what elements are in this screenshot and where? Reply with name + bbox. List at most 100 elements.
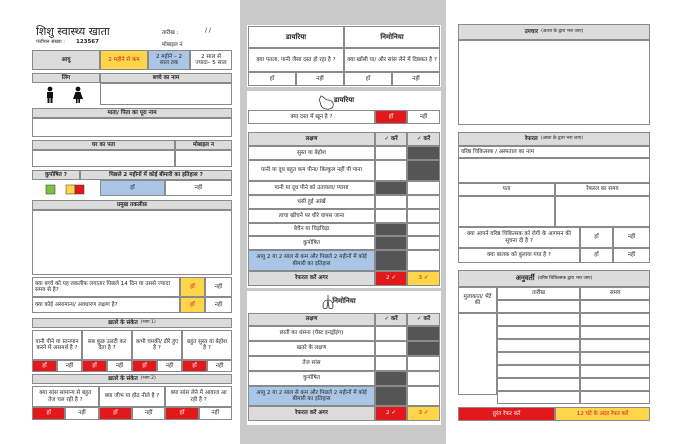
cell: घर का पता <box>32 140 175 150</box>
cell: हाँ <box>98 407 132 420</box>
cell: नहीं <box>107 360 132 372</box>
cell <box>407 371 440 386</box>
cell <box>407 160 440 181</box>
cell: नहीं <box>165 180 232 196</box>
cell: हाँ <box>180 277 205 297</box>
cell <box>580 352 650 365</box>
cell: ✓ करें <box>407 313 440 326</box>
cell <box>580 326 650 339</box>
label-part: (भाग 1) <box>140 320 156 326</box>
label-part: ख़तरे के संकेत <box>108 319 138 326</box>
label-part: अनुवर्ती <box>515 274 535 283</box>
label-part: उपचार <box>524 28 539 35</box>
cell: क्या पतला, पानी जैसा दस्त हो रहा है ? <box>248 48 344 72</box>
cell <box>375 160 407 181</box>
cell <box>497 391 580 404</box>
cell: नहीं <box>205 297 232 313</box>
cell: तेज सांस <box>248 356 375 371</box>
cell: रेफरल (आशा के द्वारा भरा जाए) <box>458 132 650 146</box>
cell <box>32 83 100 105</box>
cell: क्या बच्चे को यह तकलीफ लगातार पिछले 14 द… <box>32 277 180 297</box>
cell: लक्षण <box>248 313 375 326</box>
legend-item: 12 घंटे के अंदर रेफर करें <box>555 407 650 421</box>
cell: क्या जीभ या होठ नीले है ? <box>98 386 166 407</box>
label-part: रेफरल <box>525 135 538 142</box>
cell: निमोनिया <box>344 26 440 48</box>
cell <box>497 365 580 378</box>
cell: हाँ <box>165 407 199 420</box>
cell <box>375 356 407 371</box>
girl-icon <box>73 86 83 103</box>
cell: नहीं <box>207 360 232 372</box>
cell <box>32 210 232 275</box>
cell: नहीं <box>205 277 232 297</box>
cell: हाँ <box>182 360 207 372</box>
label: पंजीयन संख्या : <box>36 39 65 45</box>
cell: तारीख <box>497 287 580 300</box>
title: शिशु स्वास्थ्य खाता <box>36 25 110 38</box>
cell: सुस्त या बेहोश <box>248 146 375 160</box>
cell <box>580 391 650 404</box>
cell: नहीं <box>613 227 650 248</box>
cell <box>458 313 497 395</box>
cell: त्वचा खींचने पर धीरे वापस जाना <box>248 209 375 223</box>
cell <box>407 341 440 356</box>
label-part: (वरिष्ठ चिकित्सक द्वारा भरा जाए) <box>537 275 593 281</box>
label-part: (भाग 2) <box>140 376 156 382</box>
cell <box>375 386 407 406</box>
cell: नहीं <box>407 110 440 124</box>
cell: आयु 2 या 2 साल से कम और पिछले 2 महीनों म… <box>248 386 375 406</box>
cell: कुपोषित <box>248 236 375 250</box>
cell: ✓ करें <box>375 132 407 146</box>
cell: सब कुछ उलटी कर देता है ? <box>82 330 132 360</box>
cell <box>407 223 440 236</box>
cell: नहीं <box>65 407 99 420</box>
cell: खतरे के लक्षण <box>248 341 375 356</box>
cell: रेफरल का समय <box>555 183 650 196</box>
cell: हाँ <box>375 110 407 124</box>
cell: माता/ पिता का पूरा नाम <box>32 108 232 118</box>
label-part: ख़तरे के संकेत <box>108 375 138 382</box>
cell <box>580 313 650 326</box>
cell <box>497 352 580 365</box>
cell: 2 महीने से कम <box>100 50 148 70</box>
cell: छाती का धंसना (चेस्ट इनड्रॉइंग) <box>248 326 375 341</box>
color-squares <box>45 184 85 195</box>
cell: वरिष्ठ चिकित्सक / अस्पताल का नाम <box>458 146 650 158</box>
cell <box>497 378 580 391</box>
cell <box>375 236 407 250</box>
cell: नहीं <box>613 248 650 263</box>
cell: पानी पीने या स्तनपान करने में असमर्थ है … <box>32 330 82 360</box>
cell <box>407 356 440 371</box>
cell: बेचैन या चिड़चिड़ा <box>248 223 375 236</box>
cell: उपचार (आशा के द्वारा भरा जाए) <box>458 24 650 40</box>
legend-item: तुरंत रेफर करें <box>458 407 555 421</box>
cell: हाँ <box>580 227 613 248</box>
cell: क्या दस्त में खून है ? <box>248 110 375 124</box>
cell: नहीं <box>296 72 344 86</box>
cell: हाँ <box>132 360 157 372</box>
cell <box>407 181 440 195</box>
cell: 3 ✓ <box>407 271 440 286</box>
cell <box>407 195 440 209</box>
cell: हाँ <box>580 248 613 263</box>
cell: मुलाकात/ भेंटें की <box>458 287 497 313</box>
cell <box>458 158 650 183</box>
label: तारीख : <box>162 30 179 36</box>
cell: क्या सांस लेने में आवाज आ रही है ? <box>165 386 232 407</box>
cell: धंसी हुई आंखें <box>248 195 375 209</box>
cell: पिछले 2 महीनों में कोई बीमारी का इतिहास … <box>80 170 232 180</box>
cell: समय <box>580 287 650 300</box>
cell: क्या खाँसी या/ और सांस लेने में दिक्कत ह… <box>344 48 440 72</box>
cell: नहीं <box>132 407 166 420</box>
label: मोबाइल नं <box>162 42 183 48</box>
cell <box>375 371 407 386</box>
cell: आयु 2 या 2 साल से कम और पिछले 2 महीनों म… <box>248 250 375 271</box>
cell <box>407 236 440 250</box>
label-part: (आशा के द्वारा भरा जाए) <box>541 29 584 35</box>
cell <box>407 209 440 223</box>
cell <box>458 196 555 227</box>
cell <box>407 146 440 160</box>
